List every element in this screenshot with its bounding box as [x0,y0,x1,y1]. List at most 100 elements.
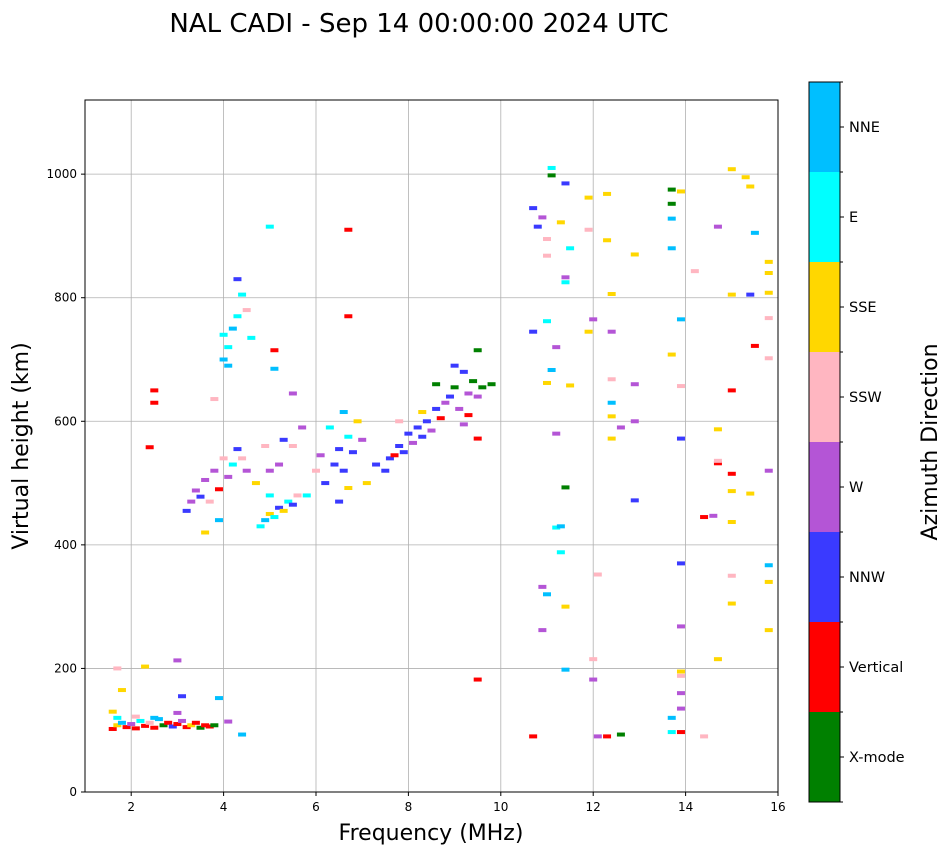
echo-point [298,425,307,430]
colorbar-label: NNW [849,570,885,586]
echo-point [201,477,210,482]
plot-frame [84,99,779,793]
colorbar-segment [809,442,840,532]
echo-point [330,462,339,467]
echo-point [556,550,565,555]
echo-point [561,604,570,609]
echo-point [450,363,459,368]
colorbar-segment [809,172,840,262]
echo-point [764,259,773,264]
echo-point [630,419,639,424]
echo-point [667,352,676,357]
echo-point [224,719,233,724]
echo-point [713,458,722,463]
plot-background [85,100,778,792]
echo-point [372,462,381,467]
echo-point [764,628,773,633]
echo-point [178,694,187,699]
echo-point [616,425,625,430]
echo-point [141,664,150,669]
colorbar-label: E [849,210,858,226]
echo-point [473,394,482,399]
y-tick-label: 1000 [46,167,77,181]
echo-point [358,437,367,442]
echo-point [473,348,482,353]
echo-point [178,718,187,723]
echo-point [459,369,468,374]
echo-point [556,220,565,225]
echo-point [667,201,676,206]
echo-point [256,524,265,529]
echo-point [117,688,126,693]
colorbar-frame [808,81,841,803]
echo-point [127,722,136,727]
echo-point [219,357,228,362]
chart-title: NAL CADI - Sep 14 00:00:00 2024 UTC [169,9,668,39]
echo-point [676,730,685,735]
echo-point [233,314,242,319]
echo-point [293,493,302,498]
echo-point [191,488,200,493]
echo-point [556,524,565,529]
x-tick-label: 4 [220,800,228,814]
echo-point [487,382,496,387]
echo-point [529,734,538,739]
echo-point [607,436,616,441]
echo-point [529,206,538,211]
echo-point [764,563,773,568]
echo-point [344,434,353,439]
echo-point [108,726,117,731]
echo-point [233,277,242,282]
echo-point [150,400,159,405]
echo-point [455,406,464,411]
echo-point [676,706,685,711]
echo-point [335,447,344,452]
echo-point [727,388,736,393]
echo-point [422,419,431,424]
echo-point [265,511,274,516]
echo-point [390,453,399,458]
echo-point [607,377,616,382]
echo-point [265,493,274,498]
echo-point [275,505,284,510]
echo-point [238,292,247,297]
colorbar-title: Azimuth Direction [918,343,943,540]
echo-point [478,385,487,390]
echo-point [214,487,223,492]
echo-point [746,491,755,496]
echo-point [270,515,279,520]
echo-point [543,253,551,258]
plot-area: 2 4 6 8 10 12 14 16 0 200 400 600 800 1000 [46,99,786,814]
echo-point [607,414,616,419]
echo-point [690,269,699,274]
colorbar: X-mode Vertical NNW W SSW SSE E NNE [808,81,905,803]
echo-point [131,714,140,719]
colorbar-segment [809,532,840,622]
echo-point [709,513,718,518]
echo-point [667,715,676,720]
echo-point [547,368,556,373]
echo-point [630,382,639,387]
echo-point [385,456,394,461]
echo-point [727,471,736,476]
echo-point [413,425,422,430]
echo-point [214,518,223,523]
echo-point [529,329,538,334]
echo-point [676,669,685,674]
echo-point [261,444,270,448]
echo-point [224,345,233,350]
echo-point [561,275,570,280]
echo-point [561,667,570,672]
echo-point [764,290,773,295]
echo-point [136,718,145,723]
echo-point [427,428,436,433]
echo-point [561,280,570,285]
echo-point [187,723,196,728]
echo-point [459,422,468,427]
echo-point [187,499,196,504]
y-tick-label: 0 [69,785,77,799]
echo-point [238,456,247,461]
echo-point [616,732,625,737]
echo-point [344,486,353,491]
